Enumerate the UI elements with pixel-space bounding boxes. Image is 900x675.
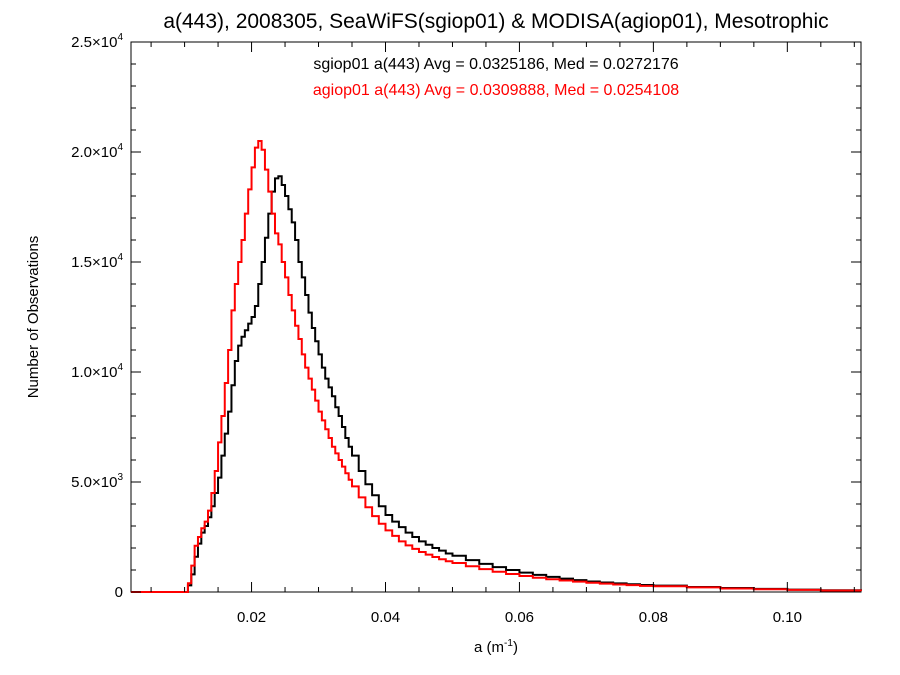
chart-title: a(443), 2008305, SeaWiFS(sgiop01) & MODI…: [163, 10, 828, 33]
series-layer: [131, 140, 862, 593]
y-axis: 0 5.0×103 1.0×104 1.5×104 2.0×104 2.5×104: [71, 32, 861, 601]
y-tick-label: 5.0×103: [71, 472, 123, 491]
x-axis: 0.02 0.04 0.06 0.08 0.10: [150, 42, 855, 626]
x-axis-label: a (m-1): [474, 638, 518, 656]
y-tick-label: 2.0×104: [71, 142, 123, 161]
y-axis-label: Number of Observations: [25, 236, 42, 399]
x-axis-label-base: a (m: [474, 639, 504, 656]
x-tick-label: 0.04: [371, 609, 400, 626]
x-axis-label-tail: ): [513, 639, 518, 656]
x-axis-label-sup: -1: [504, 638, 513, 649]
x-tick-label: 0.02: [237, 609, 266, 626]
y-tick-label: 2.5×104: [71, 32, 123, 51]
series-line-sgiop01: [131, 175, 862, 593]
plot-frame: [130, 41, 862, 593]
x-tick-label: 0.06: [505, 609, 534, 626]
y-tick-label: 1.0×104: [71, 362, 123, 381]
y-tick-label: 1.5×104: [71, 252, 123, 271]
y-tick-label: 0: [115, 584, 123, 601]
x-tick-label: 0.10: [773, 609, 802, 626]
legend-agiop01-stats: agiop01 a(443) Avg = 0.0309888, Med = 0.…: [313, 82, 679, 99]
legend-sgiop01-stats: sgiop01 a(443) Avg = 0.0325186, Med = 0.…: [313, 56, 678, 73]
series-line-agiop01: [131, 140, 862, 593]
x-tick-label: 0.08: [639, 609, 668, 626]
